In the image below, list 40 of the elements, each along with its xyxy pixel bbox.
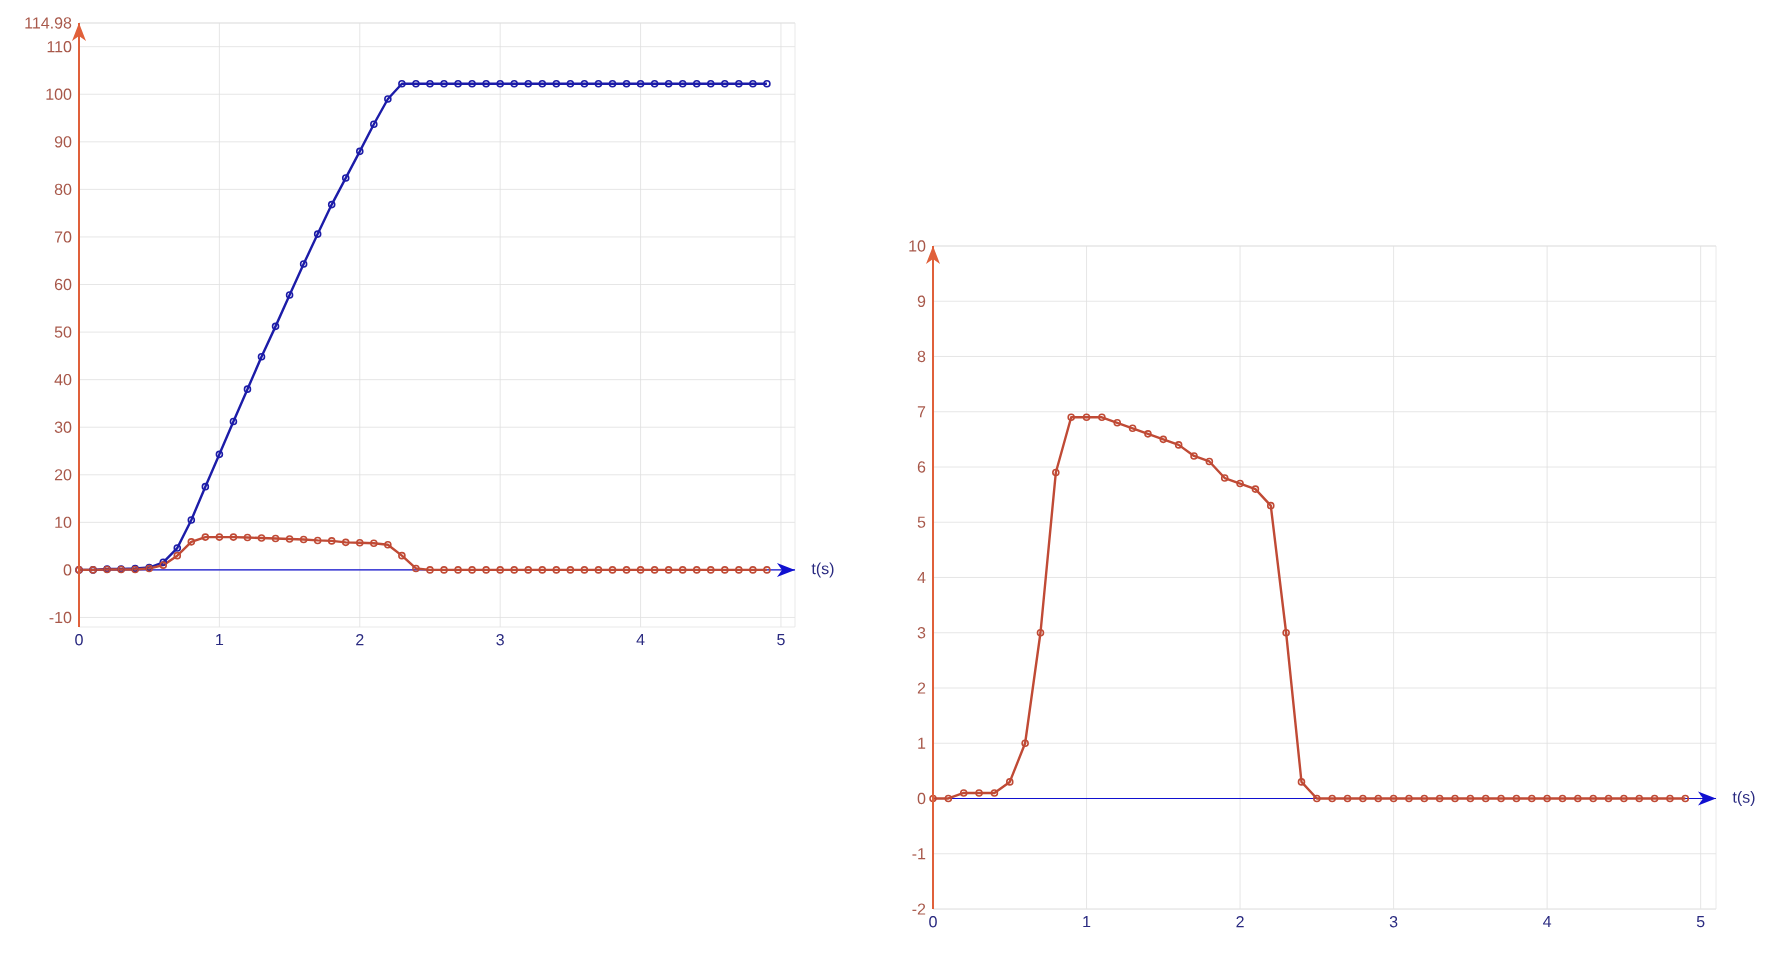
x-axis-title: t(s) — [1732, 791, 1755, 806]
y-tick-label: -1 — [912, 848, 926, 860]
y-tick-label: 7 — [917, 406, 926, 418]
y-tick-label: 114.98 — [25, 17, 72, 29]
x-tick-label: 5 — [1696, 916, 1705, 928]
y-tick-label: 0 — [917, 792, 926, 805]
y-tick-label: 10 — [909, 240, 926, 252]
y-tick-label: 80 — [54, 183, 72, 196]
x-tick-label: 3 — [1389, 916, 1398, 928]
y-tick-label: -2 — [912, 903, 926, 915]
y-tick-label: 0 — [63, 564, 72, 576]
x-tick-label: 4 — [1543, 916, 1552, 928]
y-tick-label: 70 — [54, 231, 72, 243]
y-tick-label: 110 — [47, 41, 72, 53]
x-tick-label: 5 — [777, 634, 785, 646]
x-tick-label: 3 — [496, 634, 504, 646]
y-tick-label: 6 — [917, 461, 926, 473]
y-tick-label: 1 — [918, 737, 926, 749]
x-tick-label: 0 — [75, 634, 83, 646]
y-tick-label: 9 — [917, 295, 926, 307]
y-tick-label: 20 — [54, 469, 72, 481]
x-tick-label: 0 — [929, 916, 937, 928]
x-axis-title: t(s) — [811, 562, 834, 578]
y-tick-label: 60 — [54, 278, 72, 291]
y-tick-label: 50 — [54, 326, 72, 338]
y-tick-label: 100 — [46, 88, 72, 100]
y-tick-label: -10 — [49, 611, 72, 624]
x-tick-label: 1 — [1083, 916, 1091, 928]
x-tick-label: 4 — [636, 634, 645, 646]
x-tick-label: 2 — [356, 634, 364, 646]
y-tick-label: 4 — [917, 571, 926, 583]
y-tick-label: 40 — [54, 373, 72, 386]
y-tick-label: 8 — [917, 350, 926, 363]
y-tick-label: 5 — [917, 516, 926, 528]
x-tick-label: 1 — [216, 634, 224, 646]
y-tick-label: 10 — [55, 516, 72, 529]
x-tick-label: 2 — [1236, 916, 1244, 928]
y-tick-label: 90 — [54, 136, 72, 148]
y-tick-label: 30 — [54, 421, 72, 433]
y-tick-label: 2 — [917, 682, 926, 694]
